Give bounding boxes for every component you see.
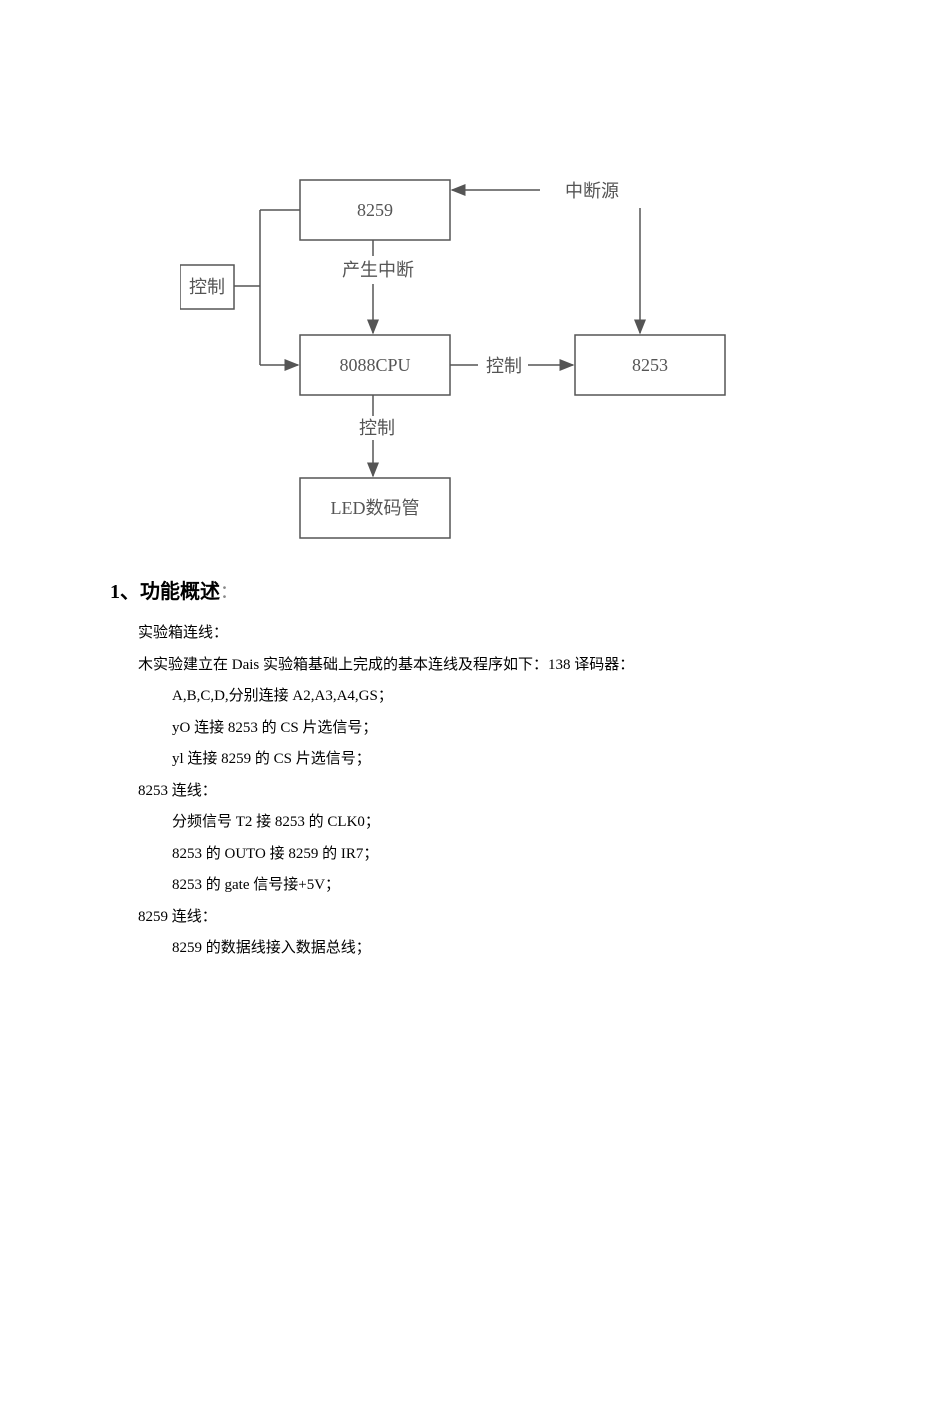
section-title-text: 功能概述 [140,581,220,603]
body-line: 木实验建立在 Dais 实验箱基础上完成的基本连线及程序如下：138 译码器： [110,650,830,682]
svg-text:8259: 8259 [357,200,393,220]
svg-text:产生中断: 产生中断 [342,260,414,280]
body-line: 8253 的 OUTO 接 8259 的 IR7； [110,839,830,871]
section-sep: 、 [120,581,140,603]
svg-text:控制: 控制 [189,277,225,297]
body-line: yO 连接 8253 的 CS 片选信号； [110,713,830,745]
diagram-svg: 8259 中断源控制 产生中断 8088CPU 控制 8253 控制 LED数码管 [180,160,740,540]
system-diagram: 8259 中断源控制 产生中断 8088CPU 控制 8253 控制 LED数码管 [180,160,740,540]
body-line: yl 连接 8259 的 CS 片选信号； [110,744,830,776]
body-line: A,B,C,D,分别连接 A2,A3,A4,GS； [110,681,830,713]
body-line: 8259 的数据线接入数据总线； [110,933,830,965]
body-line: 实验箱连线： [110,618,830,650]
section-number: 1 [110,581,120,603]
svg-text:控制: 控制 [359,418,395,438]
svg-text:中断源: 中断源 [565,181,619,201]
section-heading: 1、功能概述： [110,575,830,604]
body-line: 8253 连线： [110,776,830,808]
body-line: 分频信号 T2 接 8253 的 CLK0； [110,807,830,839]
content-area: 1、功能概述： 实验箱连线： 木实验建立在 Dais 实验箱基础上完成的基本连线… [110,575,830,965]
section-colon: ： [220,582,238,602]
svg-text:8253: 8253 [632,355,668,375]
svg-text:控制: 控制 [486,356,522,376]
body-line: 8253 的 gate 信号接+5V； [110,870,830,902]
svg-text:LED数码管: LED数码管 [331,498,420,518]
svg-text:8088CPU: 8088CPU [339,355,410,375]
body-line: 8259 连线： [110,902,830,934]
